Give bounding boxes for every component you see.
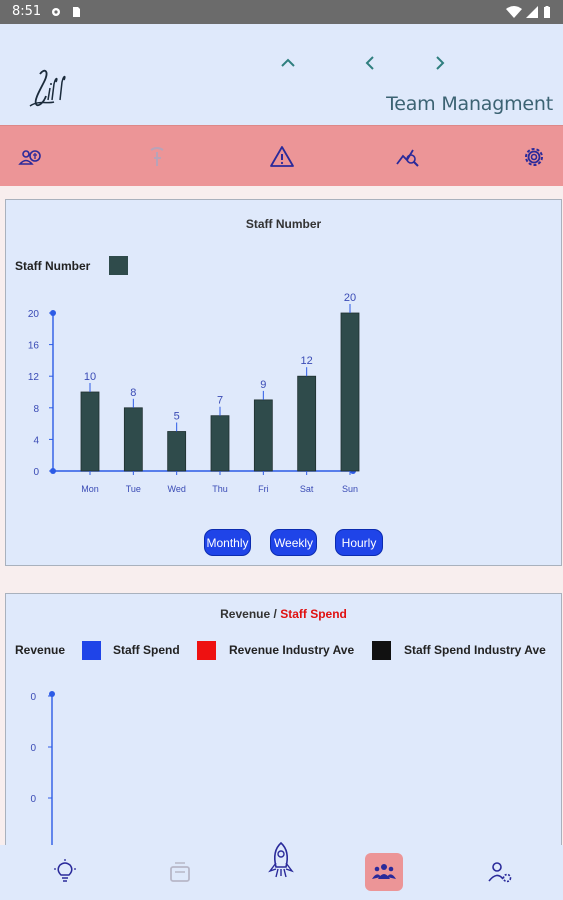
y-tick-label: 4 [33,435,39,446]
wifi-icon [506,6,522,18]
weekly-button[interactable]: Weekly [270,529,317,556]
monthly-button[interactable]: Monthly [204,529,251,556]
people-money-icon[interactable] [18,144,44,170]
legend-swatch-staff-spend [197,641,216,660]
bottom-navigation [0,821,563,900]
bar [297,375,317,472]
chart-title-row: Revenue / Staff Spend [6,607,561,621]
bar [340,312,360,472]
y-tick-label: 12 [28,372,40,383]
status-bar: 8:51 [0,0,563,24]
page-title: Team Managment [386,93,553,115]
signal-icon [526,6,538,18]
warning-icon[interactable] [269,144,295,170]
chevron-up-icon[interactable] [277,52,299,74]
bar [123,407,143,472]
data-label: 8 [130,387,136,399]
lightbulb-icon[interactable] [52,859,78,885]
y-tick-label: 0 [33,467,39,478]
chart-title-staff-spend: Staff Spend [280,607,347,621]
app-logo [29,69,66,107]
x-tick-label: Wed [167,484,185,494]
battery-icon [544,6,550,18]
bar [210,415,230,472]
legend-label-revenue: Revenue [15,643,66,657]
chevron-right-icon[interactable] [429,52,451,74]
hand-tap-icon[interactable] [145,144,171,170]
x-tick-label: Fri [258,484,269,494]
data-label: 10 [84,371,96,383]
hourly-button[interactable]: Hourly [335,529,383,556]
chart-title-revenue: Revenue / [220,607,277,621]
data-label: 12 [301,355,313,367]
team-icon[interactable] [371,859,397,885]
chart-title: Staff Number [245,217,322,231]
legend-swatch-revenue-industry-ave [372,641,391,660]
x-tick-label: Sun [342,484,358,494]
y-tick-label: 0 [30,794,36,805]
chevron-left-icon[interactable] [359,52,381,74]
x-tick-label: Thu [212,484,228,494]
staff-number-chart: 0 4 8 12 16 20 10 Mon 8 Tue 5 Wed 7 Thu 9 Fri 12 Sat 20 Sun [28,292,360,494]
bar [253,399,273,472]
y-tick-label: 20 [28,309,40,320]
legend-swatch-revenue [82,641,101,660]
rocket-icon[interactable] [266,841,296,879]
data-label: 7 [217,395,223,407]
settings-status-icon [52,8,60,16]
bar [80,391,100,472]
y-tick-label: 16 [28,341,40,352]
sd-card-icon [73,7,80,17]
x-tick-label: Sat [300,484,314,494]
data-label: 5 [174,411,180,423]
y-tick-label: 8 [33,404,39,415]
legend-label-staff-spend: Staff Spend [113,643,180,657]
legend-label-staff-spend-industry-ave: Staff Spend Industry Ave [404,643,546,657]
toolbar [0,125,563,186]
active-tab-highlight [365,853,403,891]
staff-number-card: Staff Number Staff Number 0 4 8 12 16 20 10 Mon… [5,199,562,566]
legend-label-staff-number: Staff Number [15,259,91,273]
y-tick-label: 0 [30,743,36,754]
bar [167,431,187,472]
legend-label-revenue-industry-ave: Revenue Industry Ave [229,643,355,657]
legend-swatch-staff-number [109,256,128,275]
x-tick-label: Tue [126,484,141,494]
data-label: 20 [344,292,356,304]
app-header: Team Managment [0,24,563,125]
gear-icon[interactable] [521,144,547,170]
data-label: 9 [260,379,266,391]
user-settings-icon[interactable] [487,859,513,885]
y-tick-label: 0 [30,692,36,703]
inbox-icon[interactable] [167,859,193,885]
chart-search-icon[interactable] [395,144,421,170]
x-tick-label: Mon [81,484,99,494]
status-time: 8:51 [12,4,42,19]
